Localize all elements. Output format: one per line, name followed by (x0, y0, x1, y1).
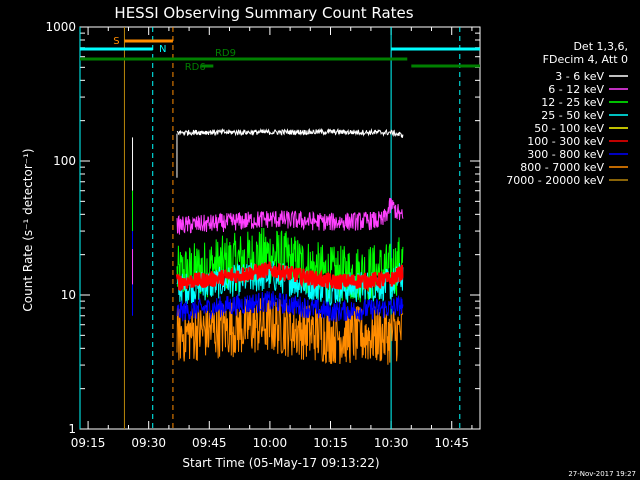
state-bar-label: N (159, 44, 166, 55)
series-line (175, 261, 404, 293)
plot-frame (79, 26, 481, 430)
legend-header: Det 1,3,6, (573, 40, 628, 53)
legend-label: 300 - 800 keV (527, 148, 604, 161)
y-tick-label: 10 (61, 288, 76, 302)
x-tick-label: 09:15 (71, 436, 106, 450)
x-tick-label: 09:45 (192, 436, 227, 450)
state-bar-label: RD6 (185, 62, 206, 73)
x-axis-label: Start Time (05-May-17 09:13:22) (182, 456, 379, 470)
y-axis-label: Count Rate (s⁻¹ detector⁻¹) (21, 148, 35, 311)
x-tick-label: 10:30 (374, 436, 409, 450)
legend-label: 50 - 100 keV (534, 122, 604, 135)
y-tick-label: 1000 (45, 20, 76, 34)
x-tick-label: 10:45 (434, 436, 469, 450)
chart-title: HESSI Observing Summary Count Rates (114, 4, 413, 22)
timestamp: 27-Nov-2017 19:27 (568, 470, 636, 478)
x-tick-label: 10:15 (313, 436, 348, 450)
legend-label: 100 - 300 keV (527, 135, 604, 148)
series-line (176, 197, 404, 235)
legend-label: 3 - 6 keV (555, 70, 604, 83)
x-tick-label: 09:30 (131, 436, 166, 450)
legend-label: 6 - 12 keV (548, 83, 604, 96)
plot-area: 09:15 09:30 09:45 10:00 10:15 10:30 10:45 1 10 10… (45, 20, 481, 450)
series-line (176, 297, 404, 365)
series-line (176, 127, 404, 138)
x-tick-label: 10:00 (253, 436, 288, 450)
legend-label: 800 - 7000 keV (520, 161, 604, 174)
state-bar-label: S (113, 36, 119, 47)
state-bar-label: RD9 (215, 48, 236, 59)
legend-label: 25 - 50 keV (541, 109, 604, 122)
series-line (176, 290, 404, 322)
y-tick-label: 1 (68, 422, 76, 436)
y-tick-label: 100 (53, 154, 76, 168)
legend-header: FDecim 4, Att 0 (543, 53, 628, 66)
legend-label: 7000 - 20000 keV (506, 174, 604, 187)
legend-label: 12 - 25 keV (541, 96, 604, 109)
